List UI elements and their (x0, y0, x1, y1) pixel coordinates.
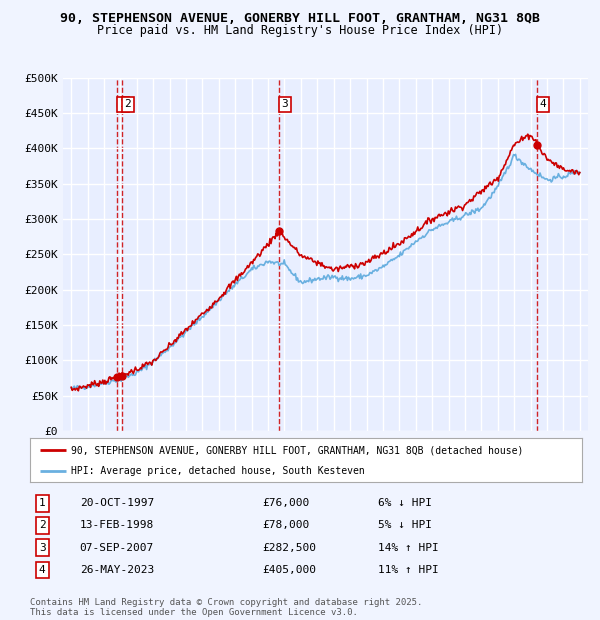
Text: 14% ↑ HPI: 14% ↑ HPI (378, 542, 439, 552)
Text: 13-FEB-1998: 13-FEB-1998 (80, 520, 154, 531)
Text: £282,500: £282,500 (262, 542, 316, 552)
Text: 4: 4 (539, 99, 547, 109)
Text: This data is licensed under the Open Government Licence v3.0.: This data is licensed under the Open Gov… (30, 608, 358, 617)
Text: 90, STEPHENSON AVENUE, GONERBY HILL FOOT, GRANTHAM, NG31 8QB: 90, STEPHENSON AVENUE, GONERBY HILL FOOT… (60, 12, 540, 25)
Text: Contains HM Land Registry data © Crown copyright and database right 2025.: Contains HM Land Registry data © Crown c… (30, 598, 422, 607)
Text: £78,000: £78,000 (262, 520, 309, 531)
Text: HPI: Average price, detached house, South Kesteven: HPI: Average price, detached house, Sout… (71, 466, 365, 476)
Text: 3: 3 (281, 99, 289, 109)
Text: 4: 4 (39, 565, 46, 575)
Text: 2: 2 (39, 520, 46, 531)
Text: 3: 3 (39, 542, 46, 552)
Text: £405,000: £405,000 (262, 565, 316, 575)
Text: 11% ↑ HPI: 11% ↑ HPI (378, 565, 439, 575)
Text: £76,000: £76,000 (262, 498, 309, 508)
Text: 90, STEPHENSON AVENUE, GONERBY HILL FOOT, GRANTHAM, NG31 8QB (detached house): 90, STEPHENSON AVENUE, GONERBY HILL FOOT… (71, 445, 524, 455)
Text: 1: 1 (39, 498, 46, 508)
Text: 1: 1 (119, 99, 127, 109)
Text: 6% ↓ HPI: 6% ↓ HPI (378, 498, 432, 508)
Text: 2: 2 (125, 99, 131, 109)
Text: 20-OCT-1997: 20-OCT-1997 (80, 498, 154, 508)
Text: 07-SEP-2007: 07-SEP-2007 (80, 542, 154, 552)
Text: 5% ↓ HPI: 5% ↓ HPI (378, 520, 432, 531)
Text: 26-MAY-2023: 26-MAY-2023 (80, 565, 154, 575)
Text: Price paid vs. HM Land Registry's House Price Index (HPI): Price paid vs. HM Land Registry's House … (97, 24, 503, 37)
